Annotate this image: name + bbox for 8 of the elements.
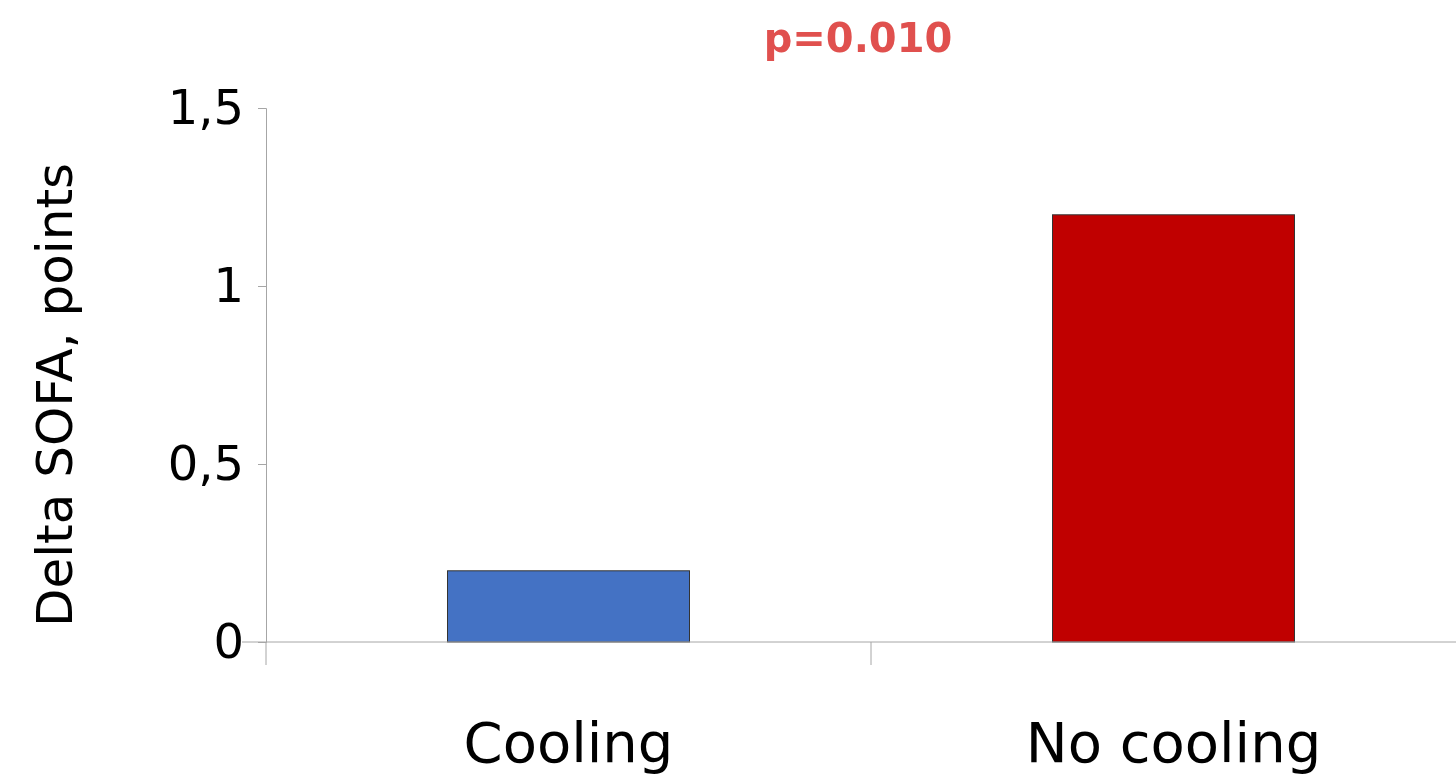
- y-tick-label: 1,5: [167, 78, 244, 135]
- x-tick-label: No cooling: [1025, 709, 1322, 774]
- y-axis-title: Delta SOFA, points: [26, 162, 84, 628]
- y-tick-label: 0: [213, 612, 244, 669]
- y-tick-label: 1: [213, 256, 244, 313]
- y-tick-label: 0,5: [167, 434, 244, 491]
- x-tick-label: Cooling: [463, 709, 674, 774]
- chart-title: p=0.010: [763, 15, 953, 61]
